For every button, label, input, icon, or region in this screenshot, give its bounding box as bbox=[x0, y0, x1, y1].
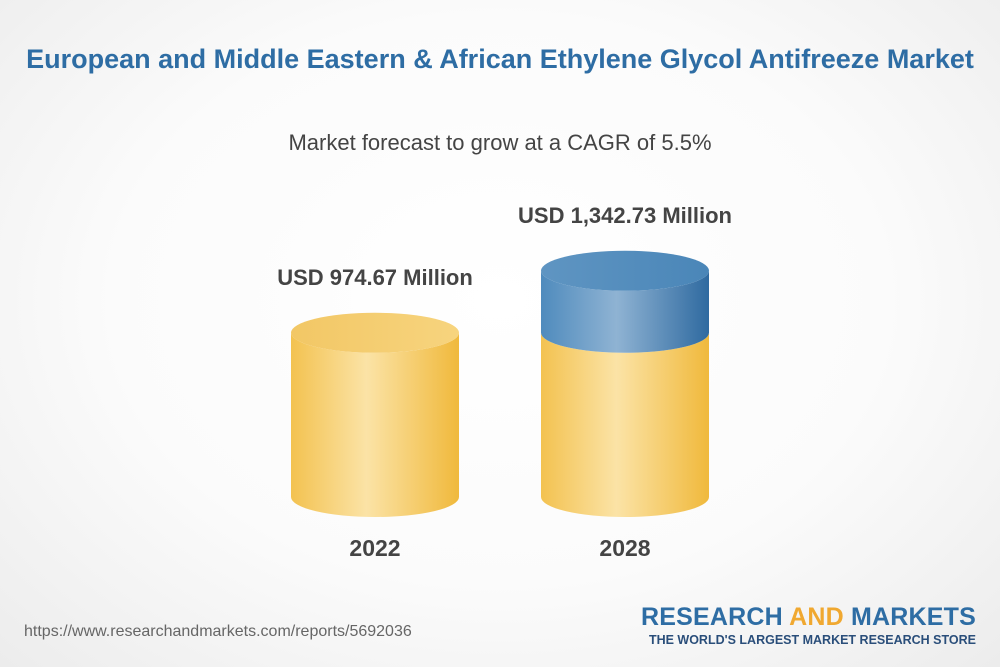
category-label-2028: 2028 bbox=[599, 535, 650, 561]
brand-name: RESEARCH AND MARKETS bbox=[640, 603, 976, 631]
page-title: European and Middle Eastern & African Et… bbox=[26, 44, 974, 74]
value-label-2028: USD 1,342.73 Million bbox=[518, 203, 732, 228]
value-label-2022: USD 974.67 Million bbox=[277, 265, 473, 290]
page-subtitle: Market forecast to grow at a CAGR of 5.5… bbox=[288, 130, 712, 155]
bar-2022-top bbox=[291, 312, 459, 353]
category-label-2022: 2022 bbox=[349, 535, 400, 561]
bar-2022-base bbox=[291, 332, 459, 517]
bar-2028-base bbox=[541, 332, 709, 517]
bar-2028-growth bbox=[541, 270, 709, 353]
brand-tagline: THE WORLD'S LARGEST MARKET RESEARCH STOR… bbox=[648, 633, 976, 647]
bar-2028-top bbox=[541, 250, 709, 291]
source-url[interactable]: https://www.researchandmarkets.com/repor… bbox=[24, 623, 412, 640]
brand-logo: RESEARCH AND MARKETS THE WORLD'S LARGEST… bbox=[641, 603, 976, 649]
